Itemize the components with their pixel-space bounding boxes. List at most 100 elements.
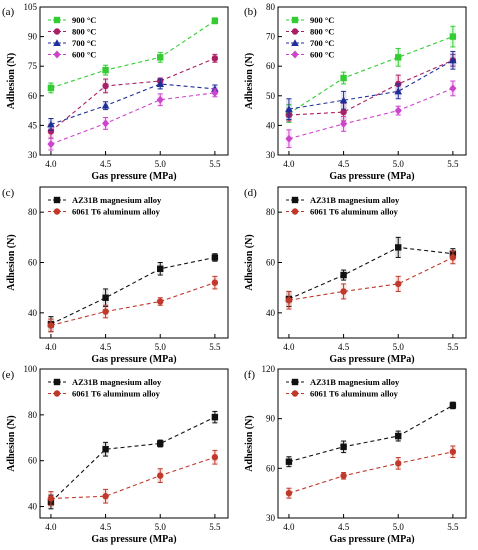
data-point bbox=[395, 54, 402, 61]
legend-marker bbox=[291, 390, 299, 397]
y-tick-label: 70 bbox=[266, 32, 276, 42]
x-tick-label: 4.5 bbox=[338, 159, 350, 169]
y-tick-label: 105 bbox=[24, 2, 38, 12]
y-tick-label: 45 bbox=[28, 120, 38, 130]
series-line bbox=[288, 87, 454, 140]
y-tick-label: 120 bbox=[262, 364, 276, 374]
data-point bbox=[340, 443, 347, 451]
data-point bbox=[47, 140, 55, 149]
data-point bbox=[211, 279, 219, 286]
data-point bbox=[340, 108, 347, 116]
legend-label: AZ31B magnesium alloy bbox=[72, 377, 162, 387]
legend-marker bbox=[291, 39, 299, 46]
legend-marker bbox=[53, 196, 61, 204]
data-point bbox=[102, 82, 109, 90]
legend-label: AZ31B magnesium alloy bbox=[72, 195, 162, 205]
data-point bbox=[211, 88, 219, 97]
data-point bbox=[101, 101, 110, 109]
x-tick-label: 4.5 bbox=[100, 159, 112, 169]
x-tick-label: 5.0 bbox=[393, 342, 405, 352]
legend-marker bbox=[291, 16, 299, 24]
legend-label: 700 °C bbox=[310, 38, 334, 48]
panel-label: (d) bbox=[244, 187, 257, 199]
legend-label: 6061 T6 aluminum alloy bbox=[310, 207, 399, 217]
x-tick-label: 4.0 bbox=[45, 522, 57, 532]
data-point bbox=[449, 33, 457, 40]
chart-panel: (e) 4.0 4.5 5.0 5.5 40 60 80 100 Gas pressure (MP… bbox=[2, 364, 229, 545]
legend-marker bbox=[291, 208, 299, 215]
data-point bbox=[449, 56, 457, 64]
data-point bbox=[395, 432, 402, 440]
legend-label: 800 °C bbox=[72, 27, 96, 37]
data-point bbox=[395, 460, 402, 467]
legend-label: 6061 T6 aluminum alloy bbox=[72, 389, 161, 399]
legend-label: AZ31B magnesium alloy bbox=[310, 377, 400, 387]
data-point bbox=[340, 288, 347, 295]
legend-marker bbox=[53, 28, 61, 35]
y-tick-label: 80 bbox=[266, 207, 276, 217]
data-series bbox=[285, 445, 457, 499]
data-point bbox=[211, 413, 219, 421]
y-tick-label: 60 bbox=[266, 463, 276, 473]
x-tick-label: 5.5 bbox=[447, 342, 459, 352]
x-tick-label: 4.0 bbox=[283, 522, 295, 532]
legend-marker bbox=[53, 390, 61, 397]
data-series bbox=[47, 78, 219, 131]
data-series bbox=[285, 401, 457, 468]
x-tick-label: 5.0 bbox=[155, 522, 167, 532]
chart-panel: (c) 4.0 4.5 5.0 5.5 40 60 80 Gas pressure (MPa) A… bbox=[2, 186, 229, 365]
series-line bbox=[288, 36, 454, 115]
series-line bbox=[50, 20, 216, 89]
data-point bbox=[449, 84, 457, 93]
data-point bbox=[157, 298, 164, 305]
series-line bbox=[50, 416, 216, 503]
data-point bbox=[47, 84, 55, 92]
data-point bbox=[394, 106, 402, 115]
chart-panel: (d) 4.0 4.5 5.0 5.5 40 60 80 Gas pressure (MPa) A… bbox=[244, 186, 467, 365]
data-point bbox=[395, 244, 402, 251]
y-tick-label: 30 bbox=[266, 150, 276, 160]
data-point bbox=[157, 472, 164, 479]
data-series bbox=[47, 410, 219, 510]
y-tick-label: 50 bbox=[266, 91, 276, 101]
plot-frame bbox=[39, 368, 229, 519]
panel-label: (f) bbox=[244, 369, 255, 381]
series-line bbox=[50, 92, 215, 145]
x-tick-label: 5.0 bbox=[393, 159, 405, 169]
series-line bbox=[288, 59, 454, 110]
plot-frame bbox=[39, 6, 229, 156]
y-tick-label: 30 bbox=[266, 513, 276, 523]
y-tick-label: 80 bbox=[28, 207, 38, 217]
data-point bbox=[285, 458, 293, 465]
y-tick-label: 40 bbox=[28, 308, 38, 318]
data-point bbox=[394, 87, 403, 95]
data-point bbox=[285, 489, 293, 497]
legend-label: 900 °C bbox=[72, 15, 96, 25]
data-series bbox=[47, 17, 219, 94]
data-point bbox=[211, 17, 219, 25]
legend-marker bbox=[291, 378, 299, 386]
data-point bbox=[285, 134, 293, 143]
data-point bbox=[449, 254, 457, 261]
x-tick-label: 4.5 bbox=[338, 522, 350, 532]
y-tick-label: 80 bbox=[266, 2, 276, 12]
data-point bbox=[285, 105, 293, 113]
legend-marker bbox=[53, 208, 61, 215]
data-point bbox=[157, 440, 164, 447]
y-tick-label: 60 bbox=[266, 61, 276, 71]
legend-label: 800 °C bbox=[310, 27, 334, 37]
y-tick-label: 75 bbox=[28, 61, 38, 71]
x-tick-label: 5.5 bbox=[209, 342, 221, 352]
y-tick-label: 60 bbox=[28, 91, 38, 101]
legend: AZ31B magnesium alloy 6061 T6 aluminum al… bbox=[48, 377, 162, 399]
data-point bbox=[339, 96, 348, 104]
y-tick-label: 90 bbox=[266, 414, 276, 424]
x-tick-label: 5.5 bbox=[209, 159, 221, 169]
data-point bbox=[156, 80, 165, 87]
x-tick-label: 4.5 bbox=[338, 342, 350, 352]
series-line bbox=[50, 456, 216, 500]
x-tick-label: 5.5 bbox=[209, 522, 221, 532]
plot-frame bbox=[277, 6, 467, 156]
panel-label: (e) bbox=[2, 369, 15, 381]
x-axis-title: Gas pressure (MPa) bbox=[329, 171, 414, 182]
